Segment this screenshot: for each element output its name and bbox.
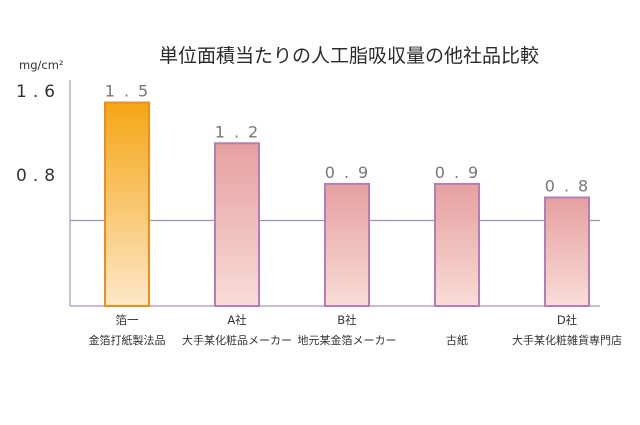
- bar: [104, 101, 150, 307]
- category-label-line1: 箔一: [116, 313, 139, 327]
- category-label-line2: 金箔打紙製法品: [89, 333, 166, 347]
- category-label-line1: D社: [557, 313, 578, 327]
- category-label-line2: 大手某化粧雑貨専門店: [512, 333, 622, 347]
- y-tick-labels: 1.6 0.8: [16, 82, 61, 186]
- y-tick-label: 0.8: [16, 166, 61, 186]
- data-labels: 1.5 1.2 0.9 0.9 0.8: [105, 82, 597, 196]
- category-label-line2: 地元某金箔メーカー: [298, 333, 397, 347]
- category-label-line1: A社: [227, 313, 247, 327]
- data-label: 1.2: [215, 122, 267, 141]
- bar: [324, 182, 370, 307]
- bar: [434, 182, 480, 307]
- unit-label: mg/cm²: [19, 58, 64, 72]
- data-label: 0.8: [545, 177, 597, 196]
- bars: [104, 101, 590, 307]
- bar: [544, 196, 590, 307]
- chart-title: 単位面積当たりの人工脂吸収量の他社品比較: [159, 45, 539, 67]
- category-label-line2: 大手某化粧品メーカー: [182, 333, 292, 347]
- data-label: 0.9: [435, 163, 487, 182]
- category-label-line1: B社: [337, 313, 357, 327]
- category-label-line2: 古紙: [446, 333, 468, 347]
- y-tick-label: 1.6: [16, 82, 61, 102]
- data-label: 1.5: [105, 82, 157, 101]
- data-label: 0.9: [325, 163, 377, 182]
- bar: [214, 142, 260, 307]
